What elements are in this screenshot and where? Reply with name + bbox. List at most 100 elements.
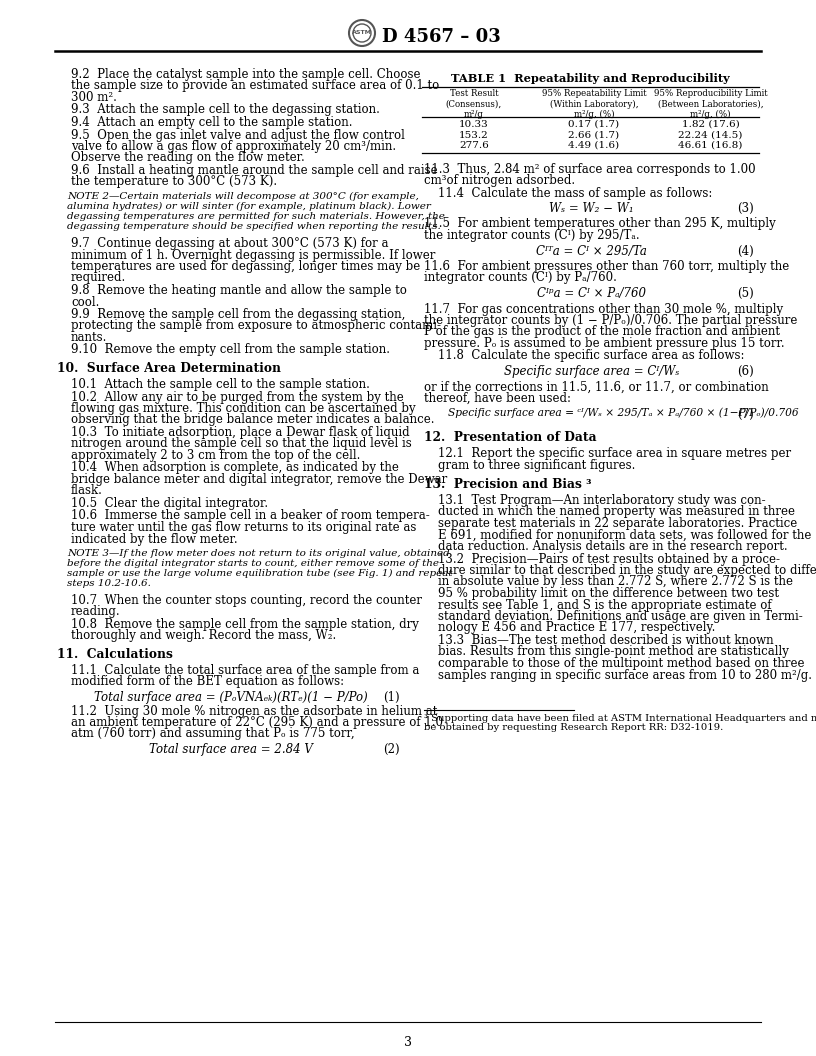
Text: ture water until the gas flow returns to its original rate as: ture water until the gas flow returns to… [71, 521, 416, 534]
Text: 4.49 (1.6): 4.49 (1.6) [569, 142, 619, 150]
Text: (4): (4) [737, 245, 754, 258]
Text: thereof, have been used:: thereof, have been used: [424, 392, 571, 406]
Text: 11.2  Using 30 mole % nitrogen as the adsorbate in helium at: 11.2 Using 30 mole % nitrogen as the ads… [71, 704, 437, 717]
Text: 95% Reproducibility Limit
(Between Laboratories),
m²/g, (%): 95% Reproducibility Limit (Between Labor… [654, 89, 767, 119]
Text: Cᴵᵖa = Cᴵ × Pₐ/760: Cᴵᵖa = Cᴵ × Pₐ/760 [537, 287, 646, 300]
Text: Cᴵᵀa = Cᴵ × 295/Ta: Cᴵᵀa = Cᴵ × 295/Ta [536, 245, 647, 258]
Text: flowing gas mixture. This condition can be ascertained by: flowing gas mixture. This condition can … [71, 402, 415, 415]
Text: 11.7  For gas concentrations other than 30 mole %, multiply: 11.7 For gas concentrations other than 3… [424, 302, 783, 316]
Text: or if the corrections in 11.5, 11.6, or 11.7, or combination: or if the corrections in 11.5, 11.6, or … [424, 380, 769, 394]
Text: protecting the sample from exposure to atmospheric contami-: protecting the sample from exposure to a… [71, 320, 441, 333]
Text: ducted in which the named property was measured in three: ducted in which the named property was m… [438, 506, 795, 518]
Text: 10.33: 10.33 [459, 120, 489, 129]
Text: flask.: flask. [71, 485, 103, 497]
Text: Specific surface area = Cᴵ/Wₛ: Specific surface area = Cᴵ/Wₛ [503, 365, 679, 378]
Text: 9.5  Open the gas inlet valve and adjust the flow control: 9.5 Open the gas inlet valve and adjust … [71, 129, 405, 142]
Text: cm³of nitrogen adsorbed.: cm³of nitrogen adsorbed. [424, 174, 575, 187]
Text: bias. Results from this single-point method are statistically: bias. Results from this single-point met… [438, 645, 789, 659]
Text: 11.3  Thus, 2.84 m² of surface area corresponds to 1.00: 11.3 Thus, 2.84 m² of surface area corre… [424, 163, 756, 175]
Text: 277.6: 277.6 [459, 142, 489, 150]
Text: 9.10  Remove the empty cell from the sample station.: 9.10 Remove the empty cell from the samp… [71, 343, 390, 357]
Text: 9.3  Attach the sample cell to the degassing station.: 9.3 Attach the sample cell to the degass… [71, 103, 380, 116]
Text: 11.8  Calculate the specific surface area as follows:: 11.8 Calculate the specific surface area… [438, 350, 744, 362]
Text: steps 10.2-10.6.: steps 10.2-10.6. [67, 579, 151, 588]
Text: the integrator counts by (1 − P/Pₒ)/0.706. The partial pressure: the integrator counts by (1 − P/Pₒ)/0.70… [424, 314, 797, 327]
Text: 13.2  Precision—Pairs of test results obtained by a proce-: 13.2 Precision—Pairs of test results obt… [438, 552, 780, 566]
Text: atm (760 torr) and assuming that Pₒ is 775 torr,: atm (760 torr) and assuming that Pₒ is 7… [71, 728, 355, 740]
Text: 9.2  Place the catalyst sample into the sample cell. Choose: 9.2 Place the catalyst sample into the s… [71, 68, 420, 81]
Text: nants.: nants. [71, 331, 108, 344]
Text: temperatures are used for degassing, longer times may be: temperatures are used for degassing, lon… [71, 260, 420, 274]
Text: Total surface area = 2.84 V: Total surface area = 2.84 V [149, 743, 313, 756]
Text: in absolute value by less than 2.772 S, where 2.772 S is the: in absolute value by less than 2.772 S, … [438, 576, 793, 588]
Text: standard deviation. Definitions and usage are given in Termi-: standard deviation. Definitions and usag… [438, 610, 803, 623]
Text: pressure. Pₒ is assumed to be ambient pressure plus 15 torr.: pressure. Pₒ is assumed to be ambient pr… [424, 337, 785, 350]
Text: 9.8  Remove the heating mantle and allow the sample to: 9.8 Remove the heating mantle and allow … [71, 284, 407, 297]
Text: (7): (7) [737, 408, 754, 420]
Text: NOTE 3—If the flow meter does not return to its original value, obtained: NOTE 3—If the flow meter does not return… [67, 549, 450, 558]
Text: minimum of 1 h. Overnight degassing is permissible. If lower: minimum of 1 h. Overnight degassing is p… [71, 248, 436, 262]
Text: 11.6  For ambient pressures other than 760 torr, multiply the: 11.6 For ambient pressures other than 76… [424, 260, 789, 274]
Text: Wₛ = W₂ − W₁: Wₛ = W₂ − W₁ [549, 202, 634, 215]
Text: separate test materials in 22 separate laboratories. Practice: separate test materials in 22 separate l… [438, 517, 797, 530]
Text: the integrator counts (Cᴵ) by 295/Tₐ.: the integrator counts (Cᴵ) by 295/Tₐ. [424, 229, 640, 242]
Text: 9.6  Install a heating mantle around the sample cell and raise: 9.6 Install a heating mantle around the … [71, 164, 437, 177]
Text: integrator counts (Cᴵ) by Pₐ/760.: integrator counts (Cᴵ) by Pₐ/760. [424, 271, 617, 284]
Text: 12.1  Report the specific surface area in square metres per: 12.1 Report the specific surface area in… [438, 447, 792, 460]
Text: 13.  Precision and Bias ³: 13. Precision and Bias ³ [424, 478, 592, 491]
Text: data reduction. Analysis details are in the research report.: data reduction. Analysis details are in … [438, 540, 787, 553]
Text: nitrogen around the sample cell so that the liquid level is: nitrogen around the sample cell so that … [71, 437, 412, 451]
Text: 10.2  Allow any air to be purged from the system by the: 10.2 Allow any air to be purged from the… [71, 391, 404, 403]
Text: degassing temperatures are permitted for such materials. However, the: degassing temperatures are permitted for… [67, 212, 445, 221]
Text: Observe the reading on the flow meter.: Observe the reading on the flow meter. [71, 151, 304, 165]
Text: 10.5  Clear the digital integrator.: 10.5 Clear the digital integrator. [71, 497, 268, 510]
Text: an ambient temperature of 22°C (295 K) and a pressure of 1.0: an ambient temperature of 22°C (295 K) a… [71, 716, 443, 729]
Text: 9.4  Attach an empty cell to the sample station.: 9.4 Attach an empty cell to the sample s… [71, 116, 353, 129]
Text: 9.9  Remove the sample cell from the degassing station,: 9.9 Remove the sample cell from the dega… [71, 308, 406, 321]
Text: 11.1  Calculate the total surface area of the sample from a: 11.1 Calculate the total surface area of… [71, 664, 419, 677]
Text: D 4567 – 03: D 4567 – 03 [382, 29, 501, 46]
Text: (2): (2) [384, 743, 400, 756]
Text: E 691, modified for nonuniform data sets, was followed for the: E 691, modified for nonuniform data sets… [438, 528, 811, 542]
Text: 13.1  Test Program—An interlaboratory study was con-: 13.1 Test Program—An interlaboratory stu… [438, 494, 765, 507]
Text: thoroughly and weigh. Record the mass, W₂.: thoroughly and weigh. Record the mass, W… [71, 629, 336, 642]
Text: (6): (6) [737, 365, 754, 378]
Text: gram to three significant figures.: gram to three significant figures. [438, 458, 636, 471]
Text: sample or use the large volume equilibration tube (see Fig. 1) and repeat: sample or use the large volume equilibra… [67, 569, 453, 578]
Text: (1): (1) [384, 691, 400, 704]
Text: 0.17 (1.7): 0.17 (1.7) [569, 120, 619, 129]
Text: Test Result
(Consensus),
m²/g: Test Result (Consensus), m²/g [446, 89, 502, 118]
Text: 95% Repeatability Limit
(Within Laboratory),
m²/g, (%): 95% Repeatability Limit (Within Laborato… [542, 89, 646, 119]
Text: alumina hydrates) or will sinter (for example, platinum black). Lower: alumina hydrates) or will sinter (for ex… [67, 202, 431, 211]
Text: 11.5  For ambient temperatures other than 295 K, multiply: 11.5 For ambient temperatures other than… [424, 218, 776, 230]
Text: 10.8  Remove the sample cell from the sample station, dry: 10.8 Remove the sample cell from the sam… [71, 618, 419, 631]
Text: 10.6  Immerse the sample cell in a beaker of room tempera-: 10.6 Immerse the sample cell in a beaker… [71, 509, 430, 523]
Text: 10.3  To initiate adsorption, place a Dewar flask of liquid: 10.3 To initiate adsorption, place a Dew… [71, 426, 410, 439]
Text: 10.7  When the counter stops counting, record the counter: 10.7 When the counter stops counting, re… [71, 593, 422, 607]
Text: results see Table 1, and S is the appropriate estimate of: results see Table 1, and S is the approp… [438, 599, 772, 611]
Text: Total surface area = (PₒVNAₑₖ)(RTₑ)(1 − P/Po): Total surface area = (PₒVNAₑₖ)(RTₑ)(1 − … [94, 691, 368, 704]
Text: ³ Supporting data have been filed at ASTM International Headquarters and may: ³ Supporting data have been filed at AST… [424, 714, 816, 723]
Text: 11.4  Calculate the mass of sample as follows:: 11.4 Calculate the mass of sample as fol… [438, 187, 712, 200]
Text: observing that the bridge balance meter indicates a balance.: observing that the bridge balance meter … [71, 414, 434, 427]
Text: 2.66 (1.7): 2.66 (1.7) [569, 131, 619, 139]
Text: (5): (5) [737, 287, 754, 300]
Text: 3: 3 [404, 1036, 412, 1049]
Text: degassing temperature should be specified when reporting the results.: degassing temperature should be specifie… [67, 222, 441, 231]
Text: bridge balance meter and digital integrator, remove the Dewar: bridge balance meter and digital integra… [71, 473, 447, 486]
Text: approximately 2 to 3 cm from the top of the cell.: approximately 2 to 3 cm from the top of … [71, 449, 361, 463]
Text: 10.1  Attach the sample cell to the sample station.: 10.1 Attach the sample cell to the sampl… [71, 378, 370, 391]
Text: the sample size to provide an estimated surface area of 0.1 to: the sample size to provide an estimated … [71, 79, 439, 93]
Text: 300 m².: 300 m². [71, 91, 117, 103]
Text: 13.3  Bias—The test method described is without known: 13.3 Bias—The test method described is w… [438, 634, 774, 647]
Text: be obtained by requesting Research Report RR: D32-1019.: be obtained by requesting Research Repor… [424, 723, 723, 733]
Text: 11.  Calculations: 11. Calculations [57, 648, 173, 661]
Text: the temperature to 300°C (573 K).: the temperature to 300°C (573 K). [71, 175, 277, 189]
Text: 1.82 (17.6): 1.82 (17.6) [681, 120, 739, 129]
Text: Specific surface area = ᶜᴵ/Wₛ × 295/Tₐ × Pₐ/760 × (1−P/Pₒ)/0.706: Specific surface area = ᶜᴵ/Wₛ × 295/Tₐ ×… [448, 408, 799, 418]
Text: cool.: cool. [71, 296, 100, 308]
Text: NOTE 2—Certain materials will decompose at 300°C (for example,: NOTE 2—Certain materials will decompose … [67, 192, 419, 201]
Text: 95 % probability limit on the difference between two test: 95 % probability limit on the difference… [438, 587, 779, 600]
Text: 12.  Presentation of Data: 12. Presentation of Data [424, 431, 596, 444]
Text: modified form of the BET equation as follows:: modified form of the BET equation as fol… [71, 676, 344, 689]
